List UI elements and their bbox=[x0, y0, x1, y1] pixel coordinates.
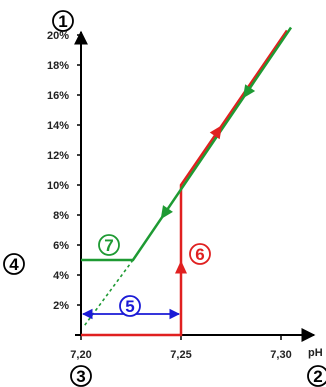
increasing-arrow-vertical bbox=[175, 260, 187, 274]
y-tick-label: 14% bbox=[47, 120, 69, 132]
marker-5: 5 bbox=[119, 295, 141, 317]
x-tick-label: 7,20 bbox=[70, 349, 91, 361]
x-axis-unit: pH bbox=[308, 347, 323, 359]
marker-2-label: 2 bbox=[313, 367, 322, 386]
y-tick-label: 18% bbox=[47, 60, 69, 72]
y-tick-label: 4% bbox=[53, 270, 69, 282]
y-tick-label: 20% bbox=[47, 30, 69, 42]
decreasing-path-extension bbox=[82, 259, 134, 328]
x-tick-label: 7,25 bbox=[170, 349, 191, 361]
marker-4-label: 4 bbox=[9, 255, 19, 274]
increasing-arrow-diagonal bbox=[209, 125, 223, 140]
x-tick-label: 7,30 bbox=[270, 349, 291, 361]
decreasing-arrow-2 bbox=[160, 205, 173, 220]
marker-6: 6 bbox=[189, 243, 211, 265]
y-tick-label: 12% bbox=[47, 150, 69, 162]
marker-4: 4 bbox=[3, 253, 25, 275]
marker-6-label: 6 bbox=[195, 245, 204, 264]
decreasing-arrow-1 bbox=[242, 84, 256, 99]
y-tick-label: 16% bbox=[47, 90, 69, 102]
y-tick-label: 6% bbox=[53, 240, 69, 252]
marker-5-label: 5 bbox=[125, 297, 134, 316]
marker-2: 2 bbox=[307, 365, 326, 387]
y-tick-label: 2% bbox=[53, 300, 69, 312]
y-tick-label: 8% bbox=[53, 210, 69, 222]
marker-3-label: 3 bbox=[76, 367, 85, 386]
marker-1: 1 bbox=[52, 10, 74, 32]
marker-7-label: 7 bbox=[104, 236, 113, 255]
marker-7: 7 bbox=[98, 234, 120, 256]
increasing-path-line bbox=[81, 29, 289, 337]
decreasing-path-line bbox=[81, 26, 293, 262]
marker-1-label: 1 bbox=[58, 12, 67, 31]
y-tick-label: 10% bbox=[47, 180, 69, 192]
marker-3: 3 bbox=[70, 365, 92, 387]
